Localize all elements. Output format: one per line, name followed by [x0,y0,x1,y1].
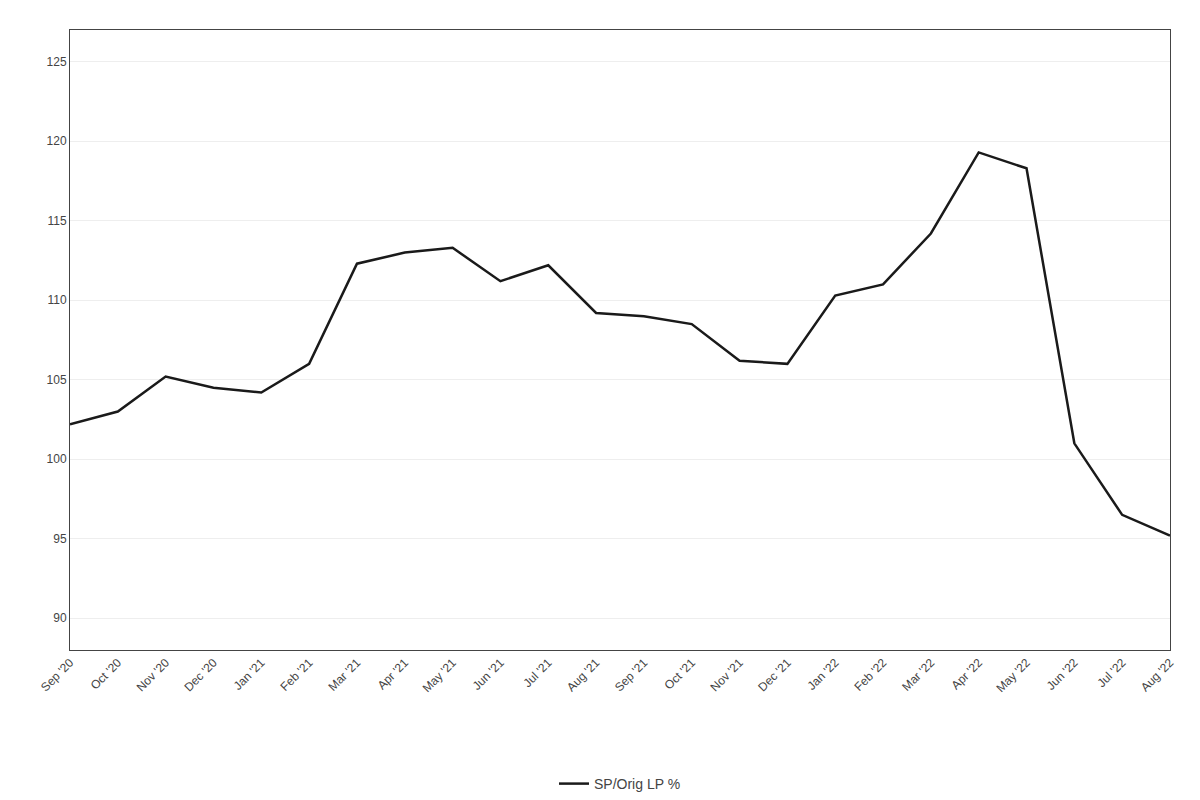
svg-text:Oct '21: Oct '21 [662,656,699,693]
svg-text:Aug '21: Aug '21 [564,656,603,695]
svg-text:May '21: May '21 [420,656,460,696]
svg-text:SP/Orig LP %: SP/Orig LP % [594,776,680,792]
svg-text:Jan '21: Jan '21 [231,656,268,693]
svg-text:Sep '20: Sep '20 [38,656,77,695]
svg-text:Jan '22: Jan '22 [805,656,842,693]
svg-text:100: 100 [47,452,67,466]
svg-text:105: 105 [47,373,67,387]
svg-text:Sep '21: Sep '21 [612,656,651,695]
svg-text:90: 90 [53,611,67,625]
svg-text:Mar '21: Mar '21 [325,656,363,694]
svg-text:Feb '21: Feb '21 [278,656,316,694]
svg-text:125: 125 [47,55,67,69]
svg-text:Nov '21: Nov '21 [708,656,747,695]
svg-text:Apr '21: Apr '21 [375,656,412,693]
svg-text:Mar '22: Mar '22 [899,656,937,694]
svg-text:Jun '21: Jun '21 [470,656,507,693]
svg-text:115: 115 [47,214,66,228]
svg-text:Nov '20: Nov '20 [134,656,173,695]
svg-text:Jul '22: Jul '22 [1094,656,1128,690]
svg-text:Jun '22: Jun '22 [1044,656,1081,693]
svg-text:Dec '21: Dec '21 [755,656,794,695]
svg-text:Dec '20: Dec '20 [181,656,220,695]
svg-text:110: 110 [47,293,66,307]
svg-text:May '22: May '22 [994,656,1034,696]
svg-text:Oct '20: Oct '20 [88,656,125,693]
svg-text:120: 120 [47,134,67,148]
svg-text:Aug '22: Aug '22 [1138,656,1177,695]
svg-text:Feb '22: Feb '22 [851,656,889,694]
svg-text:Jul '21: Jul '21 [520,656,554,690]
svg-text:Apr '22: Apr '22 [949,656,986,693]
svg-text:95: 95 [53,532,67,546]
